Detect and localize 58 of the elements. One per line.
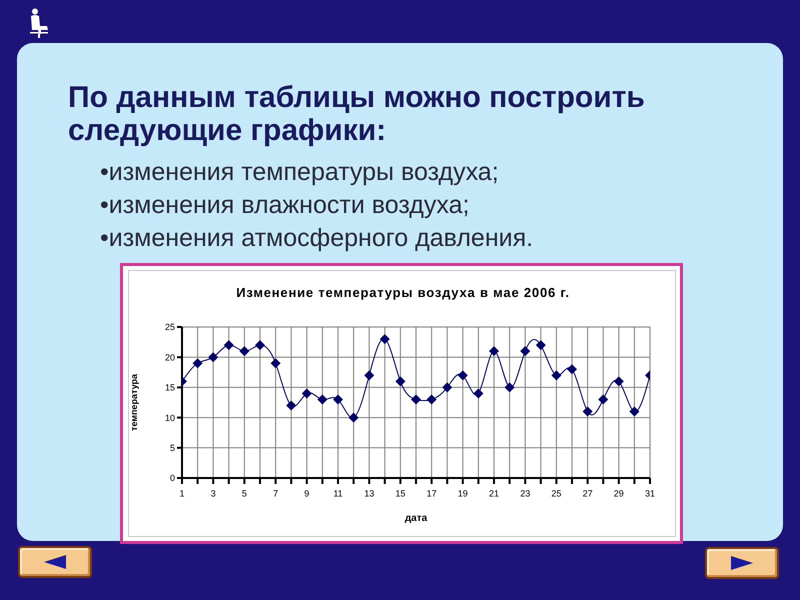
x-tick-label: 13 [364,488,374,498]
y-tick-label: 15 [164,382,175,393]
point [302,388,312,398]
x-tick-label: 31 [644,488,656,498]
y-tick-label: 20 [164,352,175,362]
point [551,370,562,380]
point [473,388,484,398]
x-tick-label: 1 [179,488,185,498]
y-axis-title: температура [129,373,140,431]
text: •изменения влажности воздуха; [100,190,470,220]
y-tick-label: 5 [170,442,175,453]
x-tick-label: 21 [488,488,500,498]
point [239,346,250,356]
x-tick-label: 9 [304,488,310,498]
text: •изменения температуры воздуха; [100,157,499,187]
point [411,394,421,404]
point [317,394,328,404]
x-tick-label: 5 [242,488,247,498]
point [536,340,546,350]
y-tick-label: 10 [164,412,175,423]
point [224,340,234,350]
point [614,376,624,386]
point [567,364,577,374]
point [520,346,530,356]
point [395,376,406,386]
point [364,370,374,380]
point [598,394,608,404]
x-tick-label: 11 [333,488,343,498]
x-tick-label: 23 [520,488,530,498]
text: По данным таблицы можно построить следующие графики: [68,81,646,147]
point [255,340,265,350]
point [582,406,593,417]
y-tick-label: 25 [164,322,175,332]
x-tick-label: 7 [273,488,278,498]
x-tick-label: 25 [551,488,562,498]
point [504,382,515,392]
y-tick-label: 0 [170,473,175,484]
point [458,370,468,380]
x-tick-label: 19 [458,488,468,498]
x-tick-label: 3 [210,488,216,498]
point [489,346,499,356]
point [333,394,343,404]
point [286,400,296,411]
x-tick-label: 29 [614,488,624,498]
point [629,406,640,417]
chart-title: Изменение температуры воздуха в мае 2006 г. [235,285,571,300]
point [270,358,281,368]
point [348,412,359,423]
text: •изменения атмосферного давления. [100,223,534,253]
x-tick-label: 15 [395,488,406,498]
point [380,334,390,344]
x-axis-title: дата [404,513,428,524]
x-tick-label: 27 [582,488,593,498]
point [208,352,218,362]
x-tick-label: 17 [426,488,437,498]
point [426,394,437,404]
point [442,382,452,392]
point [192,358,203,368]
